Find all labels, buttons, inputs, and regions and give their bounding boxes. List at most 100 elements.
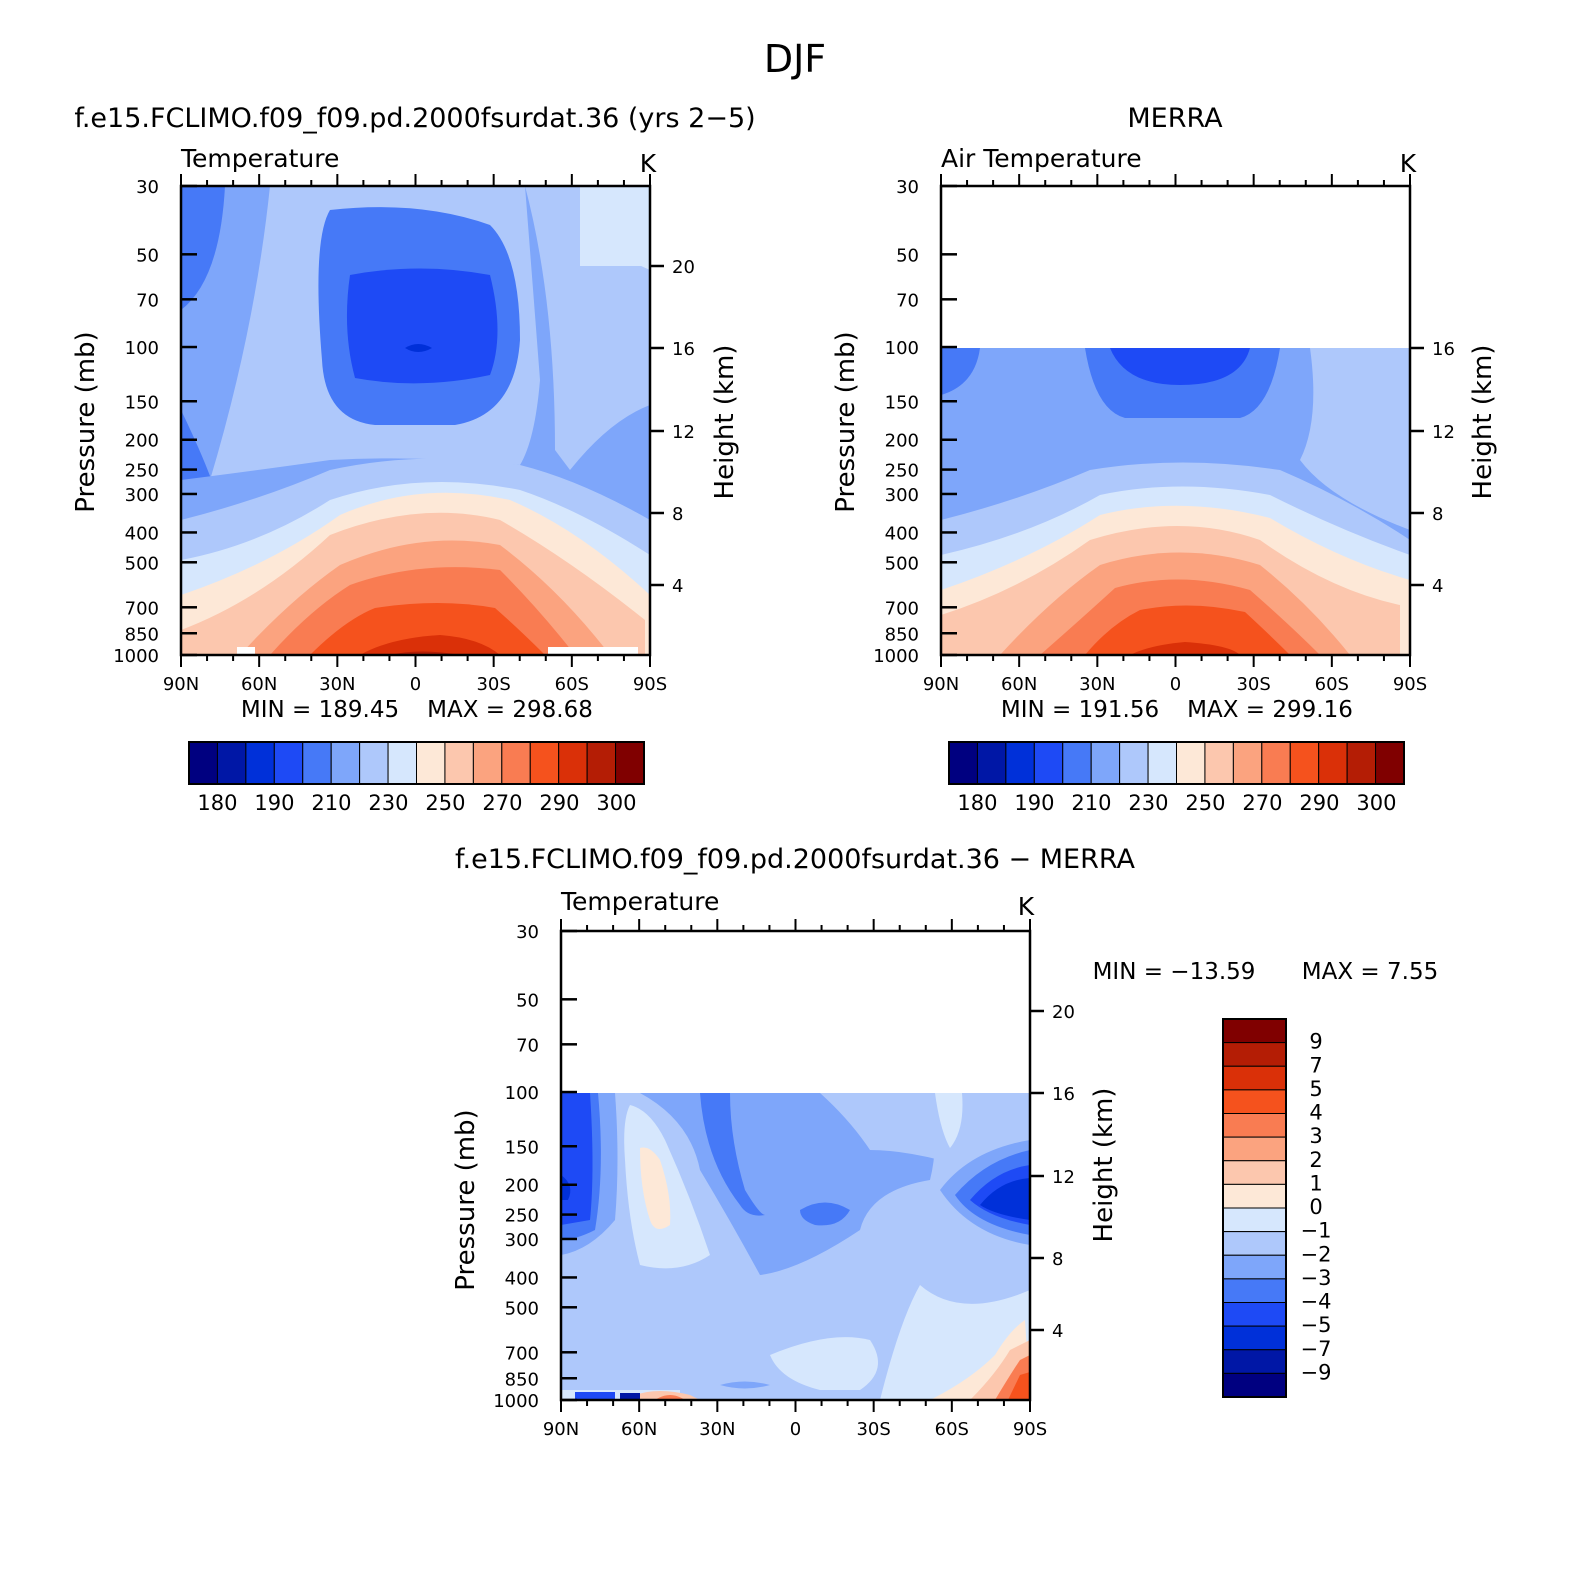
difference-latitude-tick-label: 60S [935, 1419, 969, 1440]
model-panel: f.e15.FCLIMO.f09_f09.pd.2000fsurdat.36 (… [71, 103, 756, 815]
difference-colorbar-label: 1 [1309, 1171, 1322, 1195]
model-height-tick-label: 12 [672, 422, 695, 443]
model-pressure-tick-label: 70 [136, 290, 159, 311]
merra-height-tick-label: 16 [1432, 339, 1455, 360]
merra-latitude-tick-label: 30S [1236, 674, 1270, 695]
model-colorbar-swatch [444, 741, 474, 785]
model-height-tick-label: 4 [672, 576, 683, 597]
model-height-tick-label: 8 [672, 504, 683, 525]
merra-panel: MERRA Air Temperature K 30 50 70 100 150 200 2… [831, 103, 1498, 815]
merra-pressure-tick-label: 70 [896, 290, 919, 311]
model-min-label: MIN = 189.45 [241, 697, 399, 723]
model-max-label: MAX = 298.68 [427, 697, 593, 723]
difference-pressure-tick-label: 200 [505, 1176, 539, 1197]
difference-colorbar-swatch [1222, 1065, 1287, 1091]
merra-min-label: MIN = 191.56 [1001, 697, 1159, 723]
model-colorbar-swatch [615, 741, 645, 785]
difference-pressure-tick-label: 50 [516, 990, 539, 1011]
model-latitude-tick-label: 30N [319, 674, 355, 695]
difference-pressure-tick-label: 500 [505, 1298, 539, 1319]
difference-height-tick-label: 4 [1052, 1321, 1063, 1342]
merra-colorbar-swatch [1090, 741, 1121, 785]
difference-pressure-tick-label: 400 [505, 1268, 539, 1289]
model-pressure-tick-label: 500 [125, 553, 159, 574]
merra-pressure-tick-label: 250 [885, 461, 919, 482]
difference-colorbar-swatch [1222, 1302, 1287, 1327]
model-colorbar-swatch [245, 741, 275, 785]
merra-pressure-tick-label: 200 [885, 431, 919, 452]
difference-contour-field [561, 1093, 1030, 1400]
model-colorbar-label: 210 [311, 791, 351, 815]
merra-colorbar-swatch [1147, 741, 1177, 785]
merra-colorbar-label: 300 [1356, 791, 1396, 815]
difference-colorbar-swatch [1222, 1349, 1287, 1374]
model-pressure-tick-label: 850 [125, 624, 159, 645]
difference-pressure-tick-label: 700 [505, 1343, 539, 1364]
difference-colorbar-swatch [1222, 1278, 1287, 1303]
model-latitude-tick-label: 30S [476, 674, 510, 695]
merra-pressure-tick-label: 500 [885, 553, 919, 574]
model-colorbar-label: 190 [254, 791, 294, 815]
merra-pressure-tick-label: 300 [885, 485, 919, 506]
model-pressure-tick-label: 700 [125, 598, 159, 619]
merra-latitude-tick-label: 90N [923, 674, 959, 695]
merra-units-label: K [1400, 149, 1417, 178]
merra-colorbar-label: 230 [1128, 791, 1168, 815]
model-colorbar-frame [188, 741, 645, 785]
difference-y2label: Height (km) [1089, 1088, 1119, 1243]
difference-pressure-tick-label: 100 [505, 1083, 539, 1104]
model-colorbar-swatch [501, 741, 531, 785]
merra-colorbar-swatch [1005, 741, 1035, 785]
difference-colorbar-swatch [1222, 1136, 1287, 1162]
difference-colorbar-label: 3 [1309, 1124, 1322, 1148]
model-variable-label: Temperature [180, 144, 339, 173]
merra-colorbar-label: 270 [1242, 791, 1282, 815]
difference-panel: f.e15.FCLIMO.f09_f09.pd.2000fsurdat.36 −… [451, 844, 1438, 1440]
model-pressure-tick-label: 400 [125, 523, 159, 544]
model-colorbar-swatch [302, 741, 332, 785]
merra-colorbar-label: 190 [1014, 791, 1054, 815]
merra-latitude-tick-label: 90S [1393, 674, 1427, 695]
difference-pressure-tick-label: 850 [505, 1369, 539, 1390]
model-panel-title: f.e15.FCLIMO.f09_f09.pd.2000fsurdat.36 (… [74, 103, 755, 134]
difference-height-tick-label: 8 [1052, 1249, 1063, 1270]
merra-colorbar-swatch [976, 741, 1007, 785]
difference-colorbar-swatch [1222, 1018, 1287, 1044]
model-colorbar-swatch [330, 741, 361, 785]
merra-y2label: Height (km) [1468, 345, 1498, 500]
difference-colorbar-label: 2 [1309, 1148, 1322, 1172]
merra-height-tick-label: 12 [1432, 422, 1455, 443]
difference-colorbar-label: −5 [1301, 1313, 1332, 1337]
merra-pressure-tick-label: 400 [885, 523, 919, 544]
merra-latitude-tick-label: 0 [1170, 674, 1181, 695]
difference-pressure-tick-label: 150 [505, 1137, 539, 1158]
model-pressure-tick-label: 50 [136, 245, 159, 266]
difference-colorbar-label: 9 [1309, 1030, 1322, 1054]
difference-colorbar-label: 5 [1309, 1077, 1322, 1101]
merra-colorbar-swatch [1232, 741, 1263, 785]
difference-colorbar-swatch [1222, 1183, 1287, 1209]
merra-pressure-tick-label: 100 [885, 338, 919, 359]
merra-pressure-tick-label: 850 [885, 624, 919, 645]
model-y2label: Height (km) [710, 345, 740, 500]
model-colorbar-label: 230 [368, 791, 408, 815]
merra-panel-title: MERRA [1127, 103, 1223, 134]
merra-pressure-tick-label: 50 [896, 245, 919, 266]
merra-latitude-tick-label: 60N [1001, 674, 1037, 695]
model-height-tick-label: 16 [672, 339, 695, 360]
difference-height-tick-label: 16 [1052, 1084, 1075, 1105]
difference-latitude-tick-label: 30S [856, 1419, 890, 1440]
merra-pressure-tick-label: 700 [885, 598, 919, 619]
model-colorbar-swatch [529, 741, 560, 785]
difference-colorbar-swatch [1222, 1254, 1287, 1280]
merra-axes: 30 50 70 100 150 200 250 300 400 500 700 850100090N… [873, 174, 1455, 695]
model-latitude-tick-label: 60S [555, 674, 589, 695]
difference-colorbar-swatch [1222, 1089, 1287, 1114]
difference-colorbar-swatch [1222, 1372, 1287, 1398]
difference-colorbar-swatch [1222, 1231, 1287, 1256]
merra-colorbar-swatch [1261, 741, 1291, 785]
model-colorbar-swatch [586, 741, 617, 785]
merra-colorbar: 180 190 210 230 250 270 290 300 [948, 741, 1405, 815]
difference-ylabel: Pressure (mb) [451, 1109, 481, 1290]
